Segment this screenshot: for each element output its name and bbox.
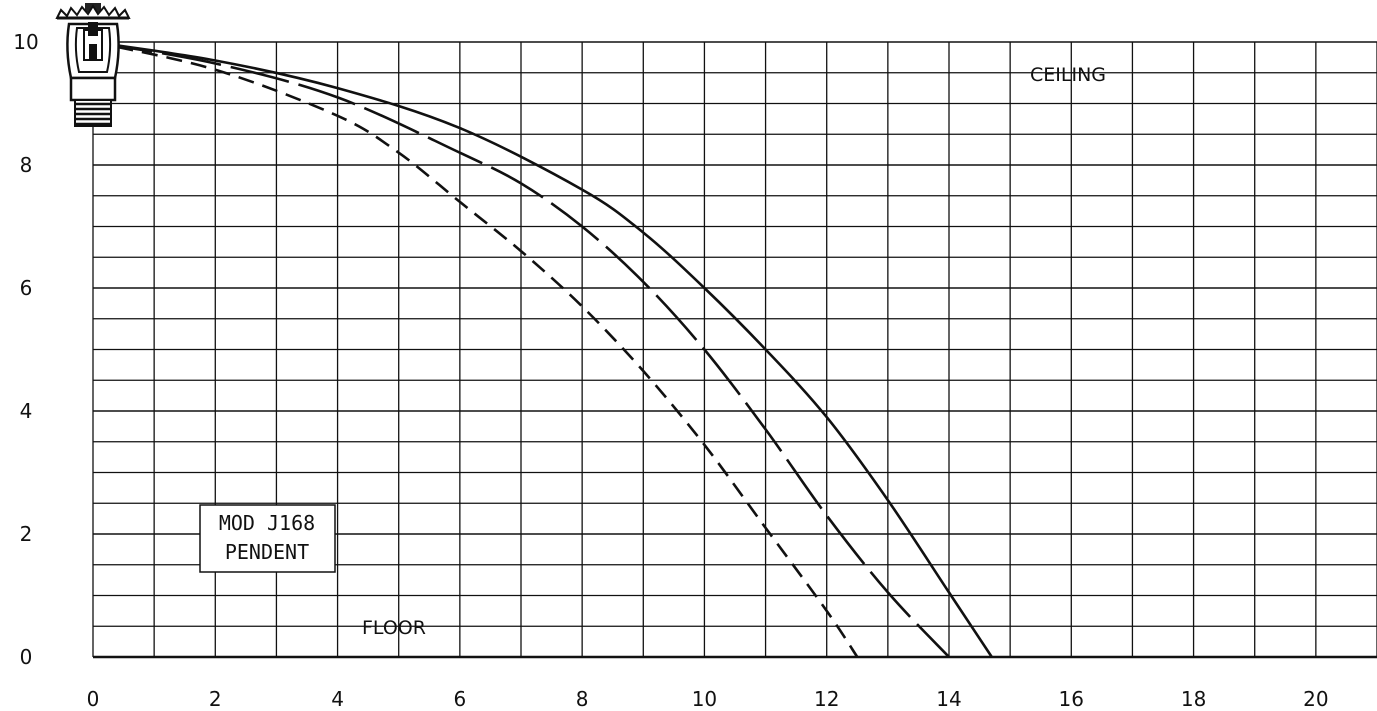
x-tick-label: 2 bbox=[209, 687, 222, 711]
spray-curves bbox=[92, 40, 993, 658]
model-label-box: MOD J168 PENDENT bbox=[199, 504, 336, 573]
y-axis-ticks: 0 2 4 6 8 10 bbox=[13, 30, 38, 669]
y-tick-label: 2 bbox=[20, 522, 33, 546]
x-axis-ticks: 0 2 4 6 8 10 12 14 16 18 20 bbox=[87, 687, 1329, 711]
model-label-line2: PENDENT bbox=[225, 540, 309, 564]
x-tick-label: 4 bbox=[331, 687, 344, 711]
x-tick-label: 10 bbox=[692, 687, 717, 711]
x-tick-label: 6 bbox=[453, 687, 466, 711]
x-tick-label: 16 bbox=[1059, 687, 1084, 711]
x-tick-label: 18 bbox=[1181, 687, 1206, 711]
spray-curve-dash-solid bbox=[92, 40, 950, 658]
y-tick-label: 8 bbox=[20, 153, 33, 177]
y-tick-label: 6 bbox=[20, 276, 33, 300]
y-tick-label: 4 bbox=[20, 399, 33, 423]
x-tick-label: 14 bbox=[936, 687, 961, 711]
floor-label: FLOOR bbox=[362, 617, 426, 639]
x-tick-label: 12 bbox=[814, 687, 839, 711]
x-tick-label: 20 bbox=[1303, 687, 1328, 711]
model-label-line1: MOD J168 bbox=[219, 511, 315, 535]
x-tick-label: 8 bbox=[576, 687, 589, 711]
x-tick-label: 0 bbox=[87, 687, 100, 711]
ceiling-label: CEILING bbox=[1030, 64, 1106, 86]
spray-curve-solid bbox=[92, 40, 993, 658]
y-tick-label: 10 bbox=[13, 30, 38, 54]
grid bbox=[92, 41, 1377, 659]
spray-curve-dashed bbox=[92, 40, 859, 658]
pendent-sprinkler-icon bbox=[55, 3, 131, 127]
y-tick-label: 0 bbox=[20, 645, 33, 669]
